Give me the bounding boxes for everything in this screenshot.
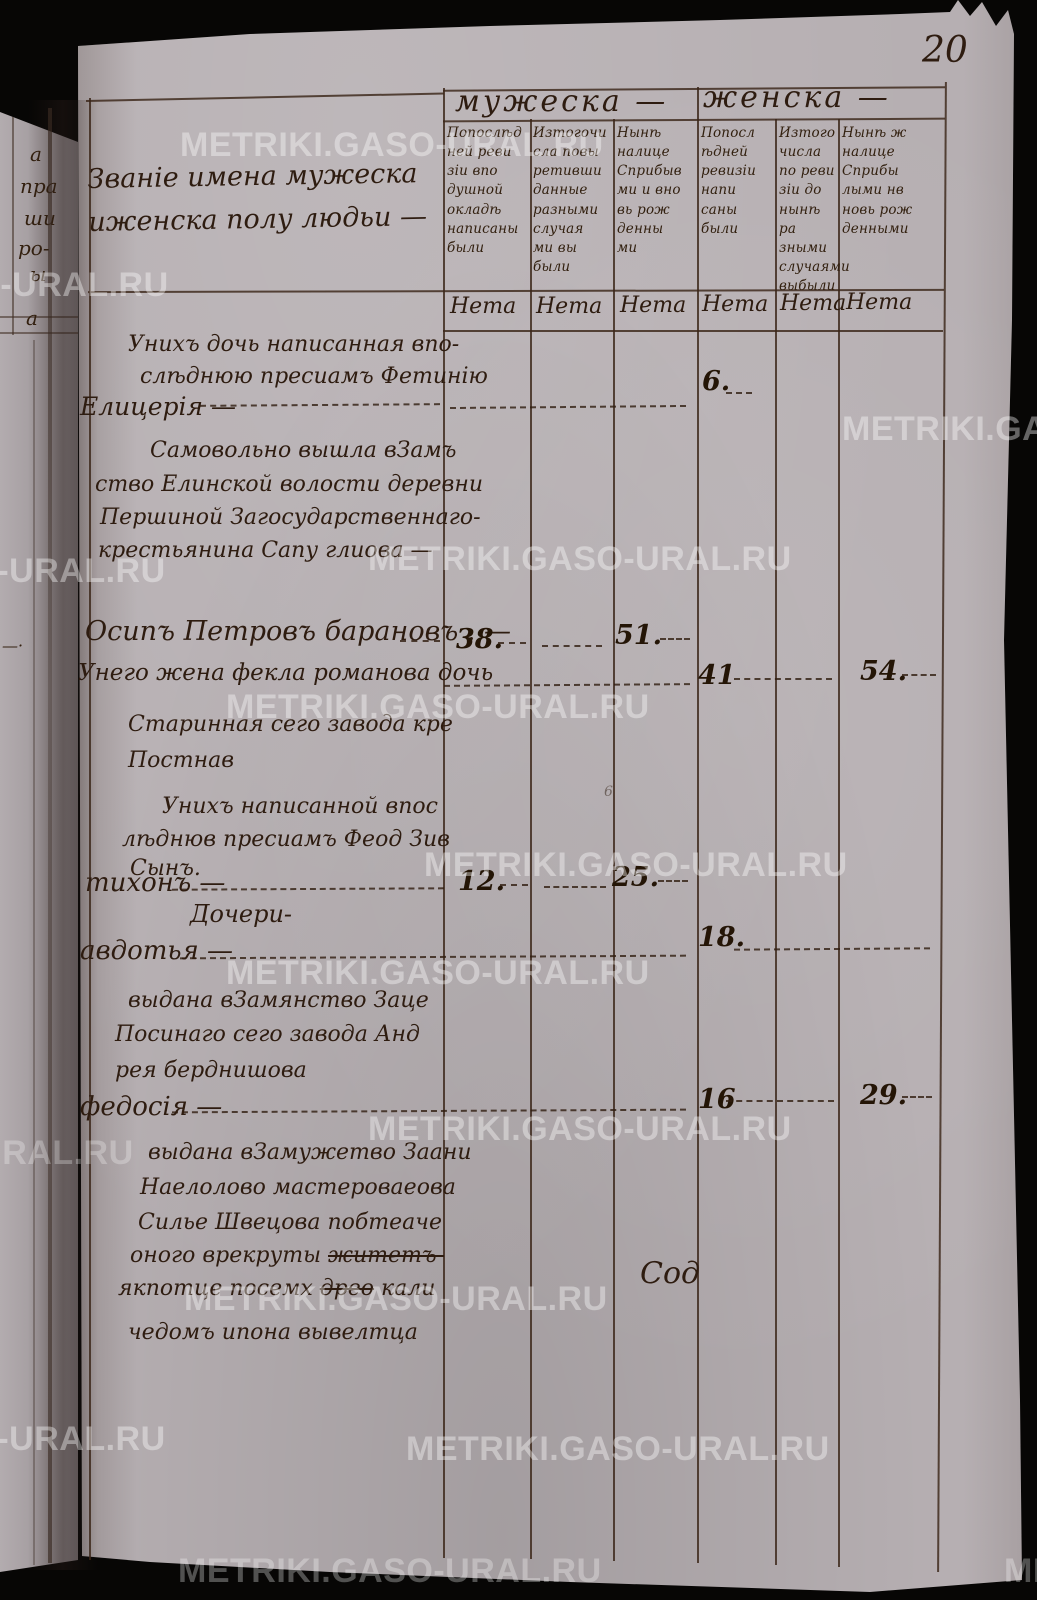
note-text: якпотце посемх [118,1276,320,1301]
entry-note-line: Сынъ. [130,856,201,881]
table-rule [697,87,699,1563]
entry-note-line: Унихъ дочь написанная впо- [128,332,460,357]
age-value: 16 [698,1084,736,1115]
age-value: 51. [615,620,662,651]
column-header-male-last-revision: Попослѣд ней реви зіи впо душной окладѣ … [447,125,522,256]
table-rule [775,119,777,1565]
neta-cell: Нета [450,294,517,319]
column-header-female-departed: Изтого числа по реви зіи до нынѣ ра зным… [779,125,850,295]
entry-name-line: Елицерія — [80,392,237,421]
table-rule [838,119,840,1567]
margin-note-mark: Сод [640,1256,701,1291]
section-heading-daughters: Дочери- [190,900,293,928]
margin-rule [12,112,14,335]
table-rule [443,330,943,332]
dash-line [658,880,688,882]
entry-note-line: выдана вЗамужетво Заани [148,1140,472,1165]
entry-note-line: крестьянина Сапу глиова — [98,538,433,563]
entry-name-line: Унего жена фекла романова дочь [78,660,494,686]
margin-text-fragment: ро- [18,236,50,260]
table-rule [443,88,445,1558]
age-value: 18. [698,922,745,953]
note-text: оного врекруты [130,1243,328,1268]
column-header-female-now-present: Нынѣ ж налице Сприбы лыми нв новь рож де… [842,125,913,237]
neta-cell: Нета [780,291,847,316]
dash-line [498,642,526,644]
entry-note-line: Силье Швецова побтеаче [138,1210,442,1235]
stray-mark: 6 [604,784,613,800]
dash-line [660,638,690,640]
dash-line [500,884,528,886]
entry-note-line: Посинаго сего завода Анд [115,1022,420,1047]
dash-line [902,1096,932,1098]
age-value: 38. [456,624,503,655]
entry-note-line: Першиной Загосударственнаго- [100,505,481,530]
entry-note-line: Наелолово мастероваеова [140,1175,456,1200]
margin-rule [0,316,78,318]
margin-text-fragment: —· [2,636,24,655]
column-header-male-departed: Изтогочи сла повы ретивши данные разными… [533,125,607,276]
struck-word: дрео [319,1276,375,1301]
note-text: кали [374,1276,436,1301]
entry-note-line: ство Елинской волости деревни [95,472,483,497]
entry-note-line: слѣднюю пресиамъ Фетинію [140,364,488,389]
margin-rule [0,332,78,334]
column-header-male-now-present: Нынѣ налице Сприбыв ми и вно вь рож денн… [617,125,682,256]
entry-note-line: оного врекруты житетъ- [130,1243,444,1268]
entry-note-line: лѣднюв пресиамъ Феод Зив [122,827,450,852]
dash-line [726,1100,834,1102]
entry-note-line: Старинная сего завода кре [128,712,453,737]
female-group-header: женска — [703,80,891,115]
table-rule [89,98,91,1560]
age-value: 54. [860,656,907,687]
entry-note-line: чедомъ ипона вывелтца [128,1320,418,1345]
entry-note-line: якпотце посемх дрео кали [118,1276,435,1301]
page-number: 20 [922,30,968,71]
neta-cell: Нета [620,293,687,318]
struck-word: житетъ- [328,1243,445,1268]
dash-line [544,886,606,888]
age-value: 29. [860,1080,907,1111]
age-value: 12. [458,866,505,897]
margin-text-fragment: ы [30,262,47,286]
binding-crease [48,108,52,1563]
age-value: 6. [702,366,731,397]
dash-line [734,678,832,680]
margin-text-fragment: а [26,306,38,330]
adjacent-page-edge: а пра ши ро- ы а —· [0,97,78,1572]
entry-name-line: Осипъ Петровъ барановъ . — [85,616,512,647]
entry-note-line: рея берднишова [115,1058,307,1083]
table-rule [613,119,615,1561]
neta-cell: Нета [536,294,603,319]
neta-cell: Нета [846,290,913,315]
fold-line [33,340,35,1565]
male-group-header: мужеска — [455,84,669,119]
dash-line [400,640,440,642]
neta-cell: Нета [702,292,769,317]
entry-note-line: Унихъ написанной впос [162,794,438,819]
entry-note-line: Самовольно вышла вЗамъ [150,438,457,463]
census-page-paper [78,0,1022,1592]
entry-name-line: тихонъ — [85,868,226,898]
dash-line [726,392,752,394]
entry-note-line: Постнав [128,748,235,773]
entry-note-line: выдана вЗамянство Заце [128,988,429,1013]
age-value: 41 [698,660,736,691]
age-value: 25. [612,862,659,893]
rubric-header: Званіе имена мужеска иженска полу людьи … [87,158,428,239]
table-rule [530,119,532,1559]
dash-line [542,645,602,647]
entry-name-line: федосія — [80,1092,223,1122]
dash-line [902,674,936,676]
column-header-female-last-revision: Попосл ѣдней ревизіи напи саны были [701,125,756,237]
margin-text-fragment: а [30,142,42,166]
entry-name-line: авдотья — [80,936,234,966]
margin-rule [6,97,78,99]
